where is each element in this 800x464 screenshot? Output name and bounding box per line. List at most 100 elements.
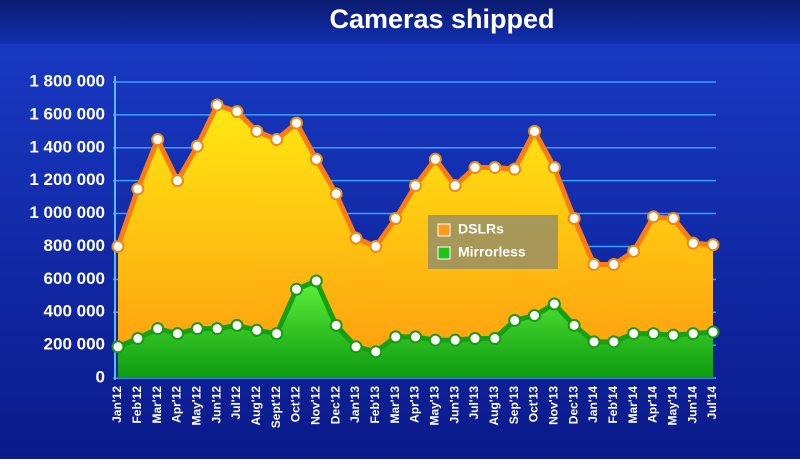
x-tick-label: Jun'13 [447, 386, 461, 424]
y-tick-label: 400 000 [44, 302, 105, 321]
x-tick-label: Apr'14 [646, 386, 660, 423]
marker [309, 152, 323, 166]
x-tick-label: May'13 [428, 386, 442, 426]
marker [706, 238, 720, 252]
marker [329, 318, 343, 332]
area [118, 105, 713, 379]
marker [647, 327, 660, 341]
marker [647, 210, 660, 224]
marker [706, 325, 720, 339]
marker [508, 162, 522, 176]
marker [686, 236, 700, 250]
y-tick-label: 1 000 000 [29, 203, 105, 222]
x-tick-label: Jul'12 [229, 386, 243, 420]
marker [210, 98, 224, 112]
marker [270, 327, 284, 341]
marker [567, 318, 581, 332]
marker [230, 318, 244, 332]
x-tick-label: Jun'12 [209, 386, 223, 424]
marker [666, 211, 680, 225]
marker [508, 313, 522, 327]
marker [686, 327, 700, 341]
legend-swatch [437, 246, 451, 260]
marker [230, 105, 244, 119]
y-tick-label: 200 000 [44, 335, 105, 354]
y-tick-label: 0 [96, 367, 105, 386]
marker [369, 345, 383, 359]
marker [528, 124, 541, 138]
x-tick-label: Nov'13 [547, 386, 561, 425]
marker [567, 211, 581, 225]
marker [250, 124, 264, 138]
marker [210, 322, 224, 336]
marker [448, 333, 462, 347]
marker [389, 211, 403, 225]
x-tick-label: Jan'14 [586, 386, 600, 423]
marker [666, 328, 680, 342]
marker [448, 179, 462, 193]
x-tick-label: Feb'14 [606, 386, 620, 424]
marker [290, 282, 303, 296]
x-tick-label: Oct'13 [527, 386, 541, 423]
marker [428, 333, 442, 347]
marker [547, 297, 561, 311]
marker [369, 239, 383, 253]
marker [468, 161, 482, 175]
marker [309, 274, 323, 288]
x-tick-label: Oct'12 [289, 386, 303, 423]
plot [111, 98, 720, 379]
x-tick-label: Jul'13 [467, 386, 481, 420]
marker [329, 187, 343, 201]
x-tick-label: Mar'14 [626, 386, 640, 424]
legend-label: DSLRs [458, 221, 504, 237]
marker [131, 182, 145, 196]
y-tick-label: 1 200 000 [29, 170, 105, 189]
marker [151, 322, 165, 336]
x-tick-label: Jun'14 [685, 386, 699, 424]
chart-title: Cameras shipped [329, 4, 554, 34]
x-tick-label: Feb'12 [130, 386, 144, 424]
marker [389, 330, 403, 344]
marker [171, 327, 184, 341]
x-tick-label: Dec'12 [328, 386, 342, 425]
x-tick-label: Aug'13 [487, 386, 501, 426]
x-tick-label: Sep'13 [507, 386, 521, 425]
marker [488, 161, 502, 175]
legend-label: Mirrorless [458, 244, 526, 260]
y-tick-label: 800 000 [44, 236, 105, 255]
legend: DSLRs Mirrorless [428, 215, 558, 269]
marker [607, 258, 621, 272]
legend-swatch [437, 223, 451, 237]
x-tick-label: Mar'12 [150, 386, 164, 424]
x-tick-label: May'12 [190, 386, 204, 426]
y-tick-label: 1 600 000 [29, 104, 105, 123]
marker [131, 332, 145, 346]
x-tick-label: Nov'12 [309, 386, 323, 425]
marker [607, 335, 621, 349]
marker [627, 327, 641, 341]
marker [468, 332, 482, 346]
marker [250, 323, 264, 337]
y-tick-label: 1 400 000 [29, 137, 105, 156]
marker [349, 340, 363, 354]
marker [270, 133, 284, 147]
y-tick-label: 1 800 000 [29, 71, 105, 90]
x-tick-label: Mar'13 [388, 386, 402, 424]
marker [151, 133, 165, 147]
marker [111, 340, 125, 354]
title-bar [0, 0, 800, 44]
marker [171, 174, 184, 188]
x-tick-label: May'14 [666, 386, 680, 426]
marker [428, 152, 442, 166]
marker [111, 239, 125, 253]
x-tick-label: Jul'14 [705, 386, 719, 420]
marker [587, 258, 601, 272]
x-tick-label: Dec'13 [566, 386, 580, 425]
x-tick-label: Sept'12 [269, 386, 283, 429]
marker [409, 179, 422, 193]
area [118, 280, 713, 378]
x-tick-label: Jan'12 [110, 386, 124, 423]
marker [488, 332, 502, 346]
